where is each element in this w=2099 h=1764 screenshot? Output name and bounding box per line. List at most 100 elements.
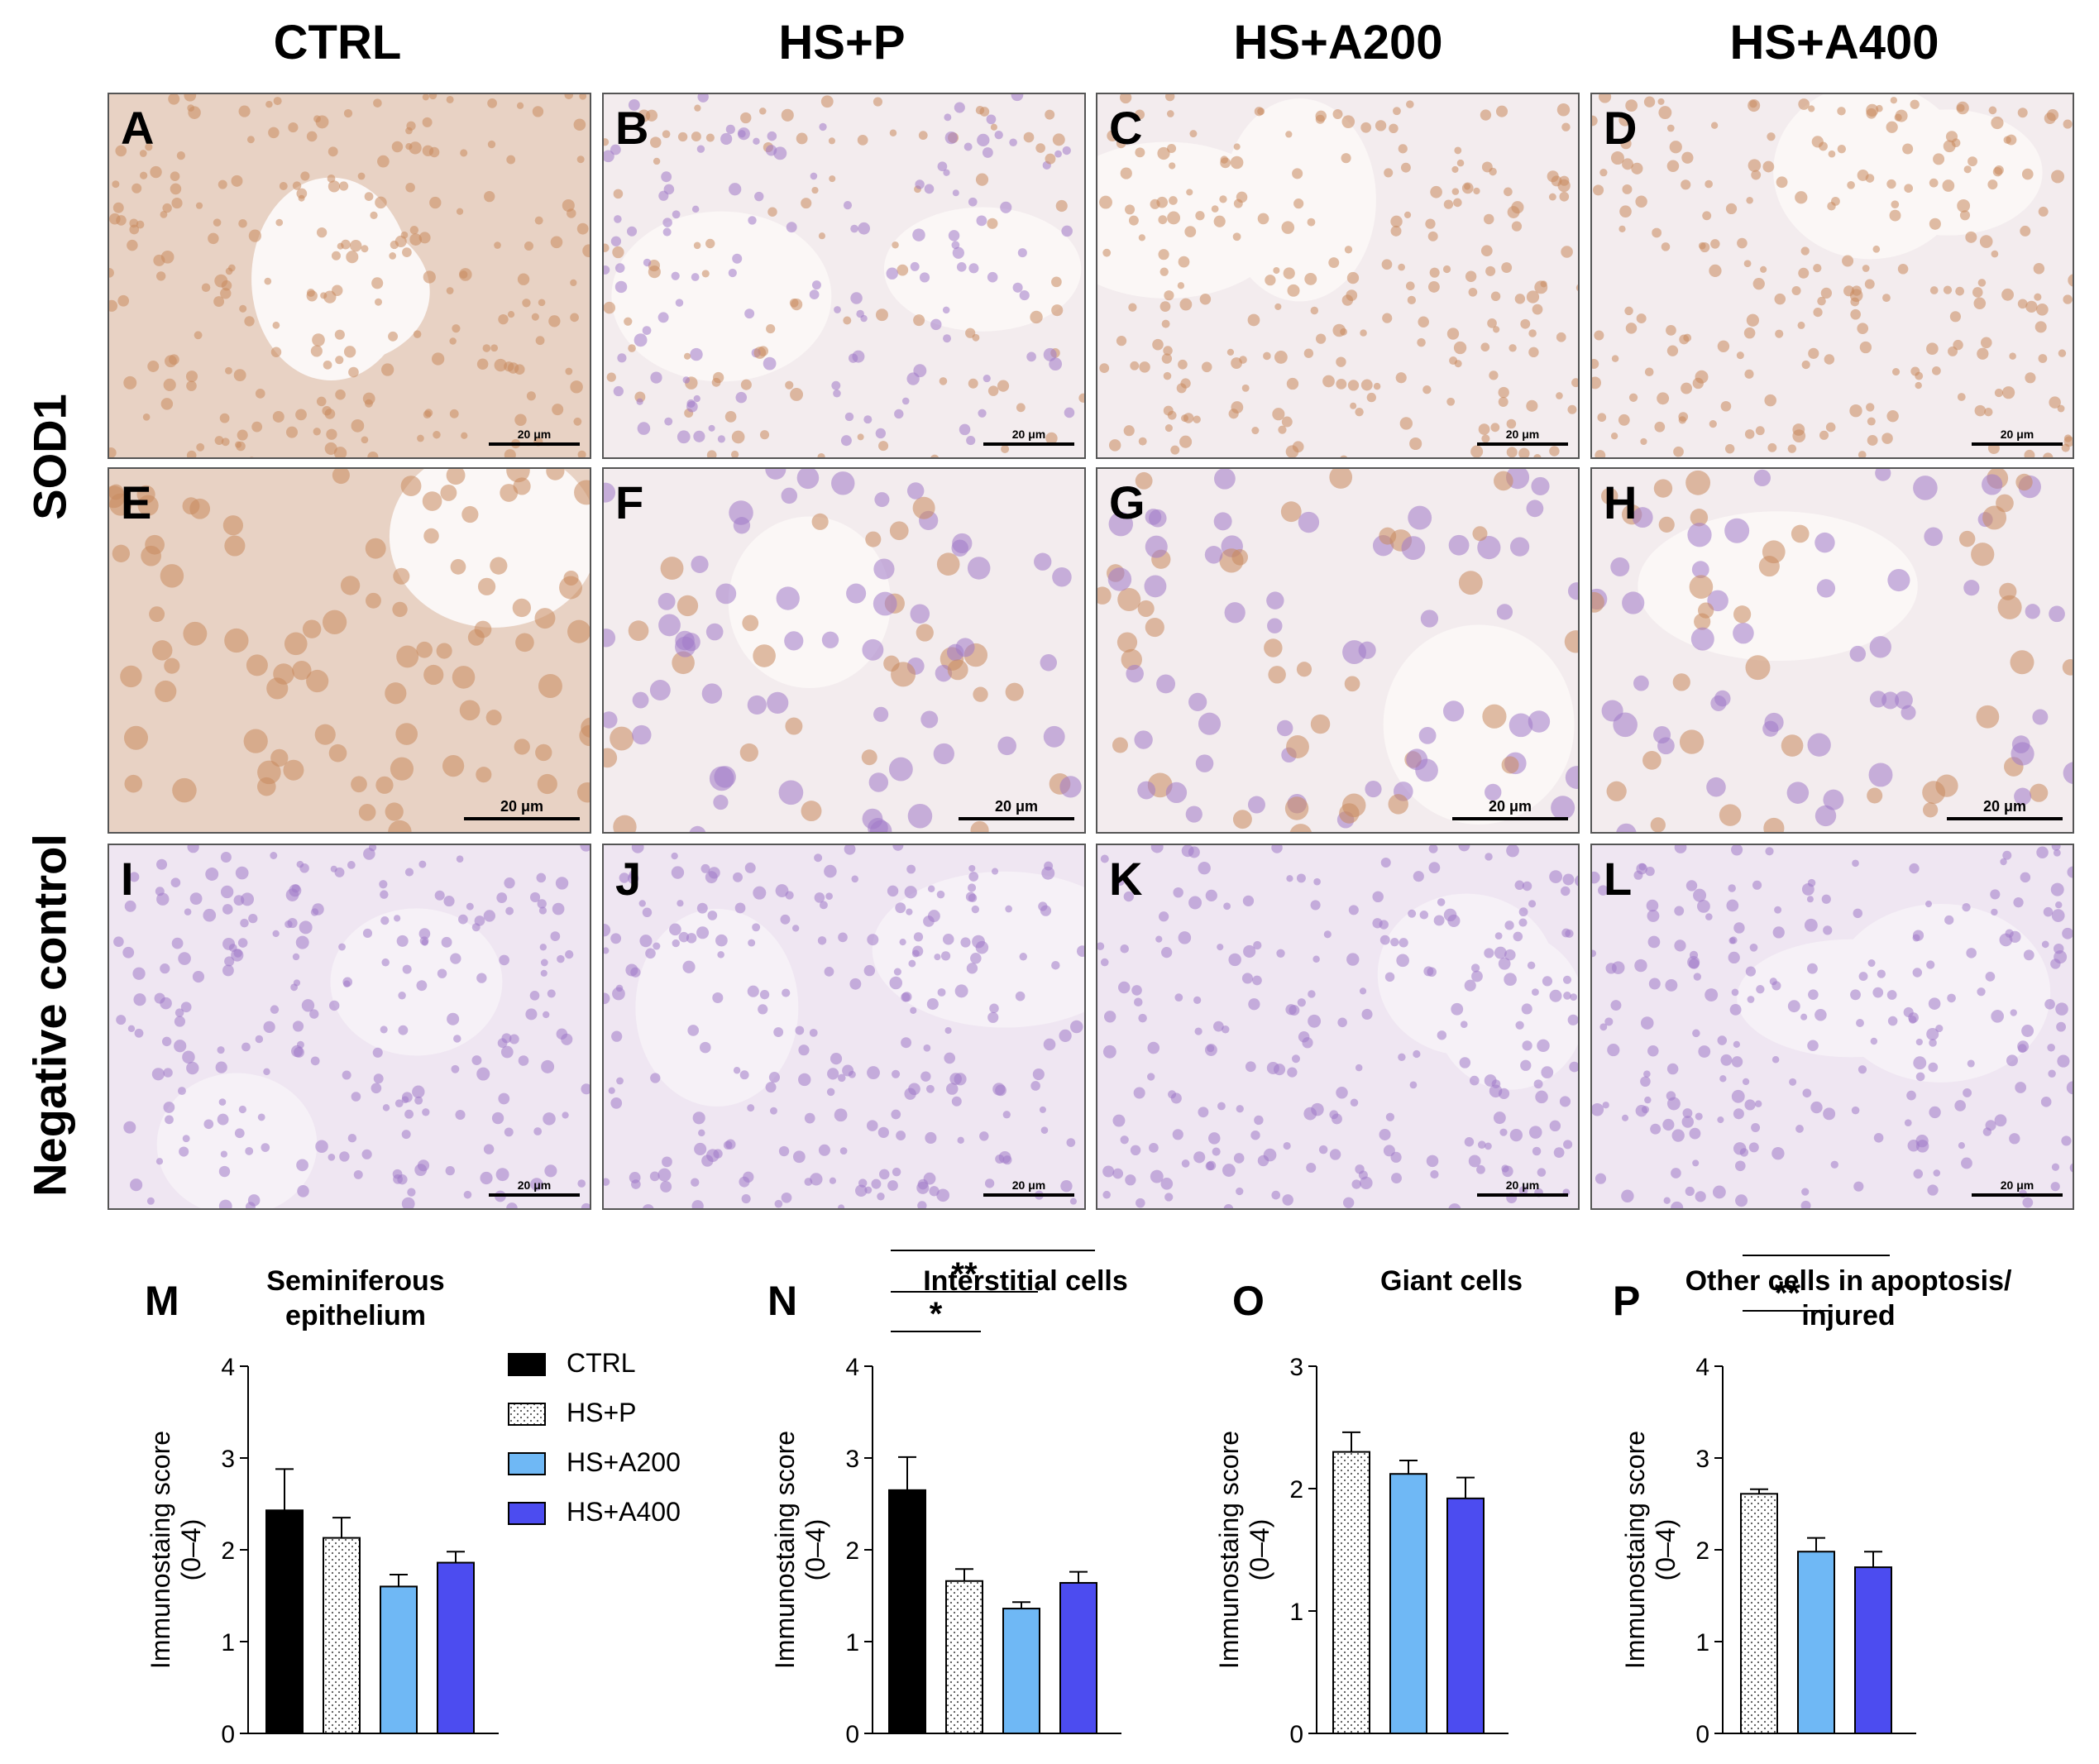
- micrograph-panel-g: G 20 μm: [1096, 467, 1580, 834]
- chart-panel-letter: O: [1232, 1278, 1265, 1324]
- chart-panel-letter: P: [1613, 1278, 1640, 1324]
- y-axis-label: (0–4): [176, 1519, 206, 1581]
- bar-hs-a400: [1446, 1497, 1485, 1734]
- scale-bar: 20 μm: [1947, 798, 2063, 820]
- scale-bar: 20 μm: [1477, 1178, 1568, 1197]
- scale-bar-label: 20 μm: [1982, 798, 2027, 815]
- scale-bar-line: [983, 1193, 1074, 1197]
- bar-hs-a400: [1059, 1581, 1097, 1734]
- legend-label: CTRL: [567, 1348, 636, 1378]
- scale-bar-label: 20 μm: [1505, 428, 1540, 441]
- y-tick-label: 4: [845, 1354, 859, 1381]
- micrograph-panel-f: F 20 μm: [602, 467, 1086, 834]
- scale-bar: 20 μm: [959, 798, 1074, 820]
- bar-hs-p: [1332, 1451, 1370, 1734]
- column-header-hs-a200: HS+A200: [1233, 16, 1443, 69]
- panel-label: K: [1109, 853, 1143, 905]
- chart-panel-letter: N: [767, 1278, 797, 1324]
- scale-bar-label: 20 μm: [2000, 1178, 2034, 1192]
- significance-label: **: [1803, 1241, 1829, 1256]
- y-tick-label: 2: [845, 1537, 859, 1565]
- scale-bar-label: 20 μm: [994, 798, 1039, 815]
- row-header-negative-control: Negative control: [23, 834, 76, 1197]
- y-tick-label: 2: [221, 1537, 235, 1565]
- legend-swatch: [508, 1403, 546, 1426]
- scale-bar-label: 20 μm: [2000, 428, 2034, 441]
- chart-title: injured: [1801, 1300, 1895, 1331]
- micrograph-panel-b: B 20 μm: [602, 93, 1086, 459]
- column-header-hs-p: HS+P: [778, 16, 906, 69]
- significance-label: *: [987, 1241, 1000, 1251]
- y-tick-label: 3: [1695, 1446, 1709, 1473]
- y-axis-label: Immunostaing score: [146, 1431, 175, 1669]
- scale-bar-label: 20 μm: [1011, 428, 1046, 441]
- chart-title: Giant cells: [1380, 1265, 1523, 1297]
- panel-label: D: [1604, 102, 1638, 154]
- y-tick-label: 2: [1289, 1476, 1303, 1503]
- panel-label: I: [121, 853, 134, 905]
- legend-label: HS+A400: [567, 1497, 681, 1527]
- scale-bar-line: [983, 442, 1074, 446]
- y-tick-label: 0: [1289, 1721, 1303, 1748]
- scale-bar-label: 20 μm: [1505, 1178, 1540, 1192]
- micrograph-panel-j: J 20 μm: [602, 844, 1086, 1210]
- y-tick-label: 0: [845, 1721, 859, 1748]
- y-tick-label: 1: [221, 1629, 235, 1656]
- scale-bar: 20 μm: [983, 1178, 1074, 1197]
- scale-bar: 20 μm: [1477, 428, 1568, 446]
- bar-hs-p: [945, 1580, 983, 1734]
- row-header-sod1: SOD1: [23, 394, 76, 520]
- y-axis-label: (0–4): [1651, 1519, 1681, 1581]
- micrograph-panel-e: E 20 μm: [108, 467, 591, 834]
- y-axis-label: Immunostaing score: [770, 1431, 800, 1669]
- panel-label: C: [1109, 102, 1143, 154]
- bar-ctrl: [888, 1489, 926, 1734]
- legend-label: HS+P: [567, 1398, 636, 1427]
- scale-bar-label: 20 μm: [1488, 798, 1532, 815]
- y-tick-label: 1: [845, 1629, 859, 1656]
- y-tick-label: 3: [221, 1446, 235, 1473]
- scale-bar-line: [464, 817, 580, 820]
- scale-bar-line: [1947, 817, 2063, 820]
- column-header-ctrl: CTRL: [273, 16, 402, 69]
- micrograph-panel-c: C 20 μm: [1096, 93, 1580, 459]
- panel-label: B: [615, 102, 649, 154]
- panel-label: F: [615, 476, 644, 528]
- scale-bar: 20 μm: [1972, 1178, 2063, 1197]
- y-tick-label: 0: [1695, 1721, 1709, 1748]
- y-axis-label: Immunostaing score: [1620, 1431, 1650, 1669]
- y-tick-label: 1: [1289, 1599, 1303, 1626]
- panel-label: E: [121, 476, 152, 528]
- bar-hs-p: [323, 1537, 361, 1734]
- micrograph-panel-d: D 20 μm: [1590, 93, 2074, 459]
- significance-label: **: [951, 1256, 978, 1293]
- bar-hs-a400: [437, 1561, 475, 1735]
- scale-bar-line: [1477, 1193, 1568, 1197]
- scale-bar: 20 μm: [1452, 798, 1568, 820]
- scale-bar-line: [1972, 442, 2063, 446]
- micrograph-panel-h: H 20 μm: [1590, 467, 2074, 834]
- y-tick-label: 2: [1695, 1537, 1709, 1565]
- chart-title: Seminiferous: [266, 1265, 444, 1297]
- scale-bar: 20 μm: [489, 1178, 580, 1197]
- legend-label: HS+A200: [567, 1447, 681, 1477]
- bar-hs-a200: [1797, 1551, 1835, 1734]
- panel-label: J: [615, 853, 642, 905]
- panel-label: L: [1604, 853, 1633, 905]
- chart-panel-letter: M: [145, 1278, 179, 1324]
- bar-hs-a200: [380, 1585, 418, 1734]
- chart-title: epithelium: [285, 1300, 426, 1331]
- scale-bar-line: [1477, 442, 1568, 446]
- bar-hs-a400: [1854, 1566, 1892, 1734]
- scale-bar-line: [1972, 1193, 2063, 1197]
- y-tick-label: 3: [1289, 1354, 1303, 1381]
- scale-bar: 20 μm: [464, 798, 580, 820]
- y-tick-label: 4: [1695, 1354, 1709, 1381]
- scale-bar-label: 20 μm: [1011, 1178, 1046, 1192]
- bar-hs-a200: [1389, 1473, 1427, 1734]
- column-header-hs-a400: HS+A400: [1729, 16, 1939, 69]
- legend-swatch: [508, 1452, 546, 1475]
- scale-bar-line: [489, 442, 580, 446]
- chart-title: Other cells in apoptosis/: [1685, 1265, 2012, 1297]
- bar-ctrl: [265, 1509, 304, 1734]
